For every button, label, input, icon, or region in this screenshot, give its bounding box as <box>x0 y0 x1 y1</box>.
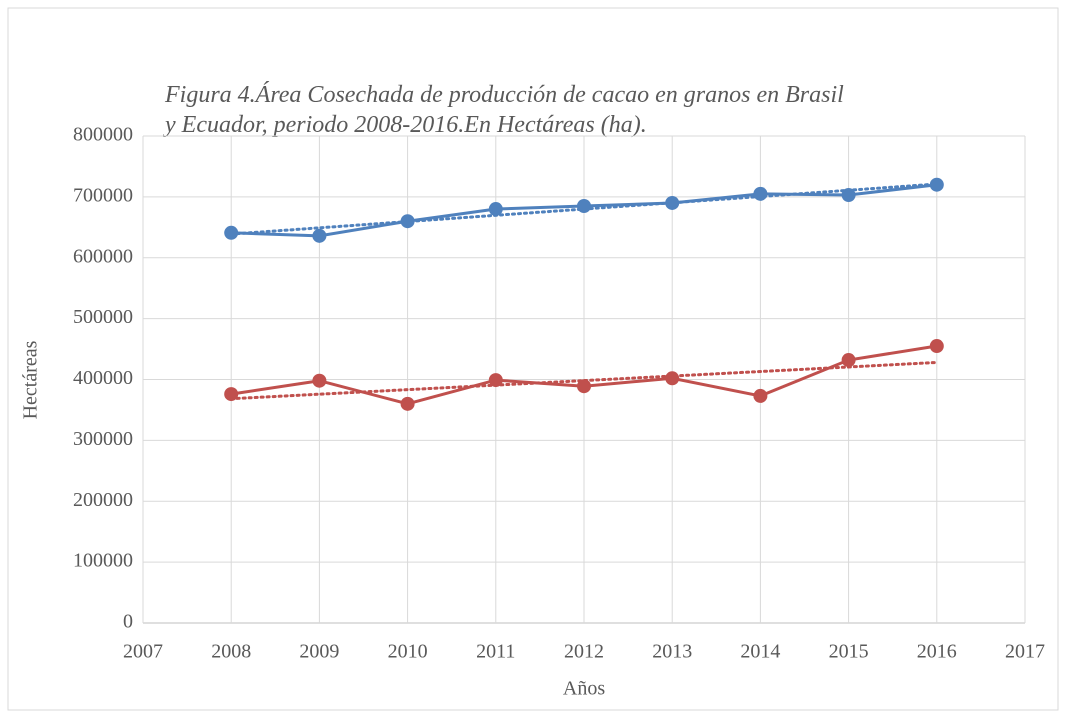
data-point <box>665 195 680 210</box>
data-point <box>400 396 415 411</box>
data-point <box>488 373 503 388</box>
data-point <box>312 373 327 388</box>
x-tick-label: 2010 <box>388 641 428 663</box>
data-point <box>224 387 239 402</box>
y-tick-label: 500000 <box>73 306 133 328</box>
data-point <box>841 188 856 203</box>
y-tick-label: 200000 <box>73 489 133 511</box>
y-tick-label: 600000 <box>73 245 133 267</box>
title-line: y Ecuador, periodo 2008-2016.En Hectárea… <box>163 112 647 138</box>
y-tick-label: 100000 <box>73 550 133 572</box>
y-tick-label: 0 <box>123 611 133 633</box>
data-point <box>400 214 415 229</box>
data-point <box>488 202 503 217</box>
y-tick-label: 700000 <box>73 184 133 206</box>
chart-border <box>7 7 1059 711</box>
y-tick-label: 400000 <box>73 367 133 389</box>
y-tick-label: 300000 <box>73 428 133 450</box>
x-tick-label: 2009 <box>299 641 339 663</box>
x-tick-label: 2015 <box>829 641 869 663</box>
data-point <box>753 388 768 403</box>
x-tick-label: 2013 <box>652 641 692 663</box>
data-point <box>929 177 944 192</box>
chart-title: Figura 4.Área Cosechada de producción de… <box>163 82 844 138</box>
data-point <box>224 225 239 240</box>
x-tick-label: 2008 <box>211 641 251 663</box>
x-tick-label: 2017 <box>1005 641 1045 663</box>
x-tick-label: 2014 <box>740 641 780 663</box>
data-point <box>577 199 591 214</box>
x-tick-label: 2012 <box>564 641 604 663</box>
data-point <box>929 339 944 354</box>
data-point <box>312 228 327 243</box>
y-tick-label: 800000 <box>73 124 133 146</box>
x-tick-label: 2016 <box>917 641 957 663</box>
y-axis-label: Hectáreas <box>20 340 42 419</box>
data-point <box>665 371 680 386</box>
title-line: Figura 4.Área Cosechada de producción de… <box>164 82 844 108</box>
data-point <box>753 186 768 201</box>
x-tick-label: 2007 <box>123 641 163 663</box>
x-tick-label: 2011 <box>476 641 515 663</box>
x-axis-label: Años <box>563 678 605 700</box>
data-point <box>841 353 856 368</box>
data-point <box>577 379 591 394</box>
